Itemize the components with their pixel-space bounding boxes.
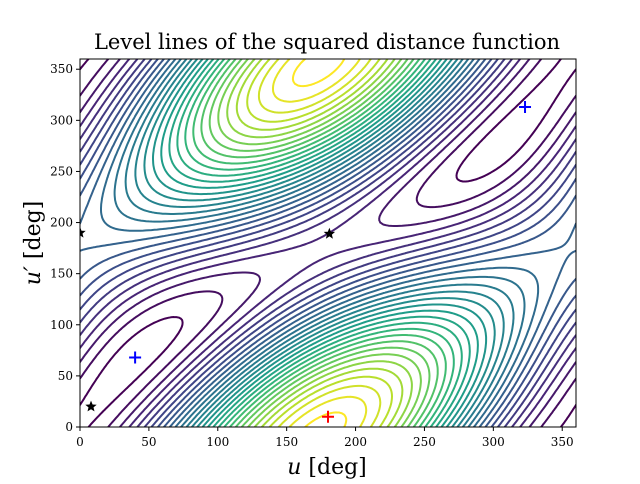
- y-axis-ticks: 0 50 100 150 200 250 300 350: [50, 62, 80, 434]
- contour-level-17: [168, 59, 471, 427]
- x-axis-var: u: [287, 455, 301, 480]
- minimum-plus-marker: [129, 351, 142, 364]
- y-tick-label: 200: [50, 216, 73, 230]
- x-tick-label: 250: [413, 435, 436, 449]
- y-tick-label: 300: [50, 113, 73, 127]
- y-tick-label: 250: [50, 164, 73, 178]
- x-tick-label: 100: [206, 435, 229, 449]
- x-tick-label: 50: [141, 435, 156, 449]
- maximum-plus-marker: [322, 410, 334, 423]
- contour-level-15: [152, 59, 488, 427]
- x-axis-ticks: 0 50 100 150 200 250 300 350: [76, 427, 574, 449]
- y-axis-unit: [deg]: [21, 201, 46, 259]
- plot-frame: [79, 58, 577, 428]
- contour-level-13: [134, 59, 505, 427]
- contour-level-20: [192, 59, 447, 427]
- contour-level-9: [80, 59, 576, 427]
- y-tick-label: 50: [58, 369, 73, 383]
- saddle-star-marker: [85, 400, 97, 412]
- minimum-plus-marker: [519, 101, 532, 114]
- contour-level-24: [226, 59, 413, 427]
- y-tick-label: 150: [50, 267, 73, 281]
- contour-level-10: [100, 59, 540, 427]
- contour-level-27: [257, 59, 382, 427]
- contour-level-0: [80, 59, 576, 427]
- contour-level-14: [143, 59, 496, 427]
- x-tick-label: 300: [482, 435, 505, 449]
- contour-level-2: [80, 59, 576, 427]
- saddle-star-marker: [80, 226, 86, 238]
- contour-level-5: [80, 59, 576, 427]
- y-tick-label: 100: [50, 318, 73, 332]
- y-axis-var: u′: [21, 266, 46, 285]
- contour-level-8: [80, 59, 576, 427]
- contour-level-19: [184, 59, 455, 427]
- saddle-star-marker: [323, 227, 336, 239]
- x-axis-label: u [deg]: [287, 455, 367, 480]
- x-tick-label: 150: [275, 435, 298, 449]
- critical-point-markers: [80, 101, 532, 423]
- x-tick-label: 0: [76, 435, 84, 449]
- y-tick-label: 0: [65, 420, 73, 434]
- x-tick-label: 200: [344, 435, 367, 449]
- contour-level-16: [160, 59, 479, 427]
- contour-level-11: [113, 59, 526, 427]
- contour-level-18: [176, 59, 463, 427]
- chart-title: Level lines of the squared distance func…: [94, 30, 560, 54]
- contour-level-12: [124, 59, 515, 427]
- x-tick-label: 350: [551, 435, 574, 449]
- x-axis-unit: [deg]: [308, 455, 366, 480]
- y-axis-label: u′ [deg]: [21, 201, 46, 286]
- contour-level-28: [272, 59, 368, 427]
- contour-level-7: [80, 59, 576, 427]
- contour-level-21: [200, 59, 439, 427]
- y-tick-label: 350: [50, 62, 73, 76]
- contour-lines: [80, 59, 576, 427]
